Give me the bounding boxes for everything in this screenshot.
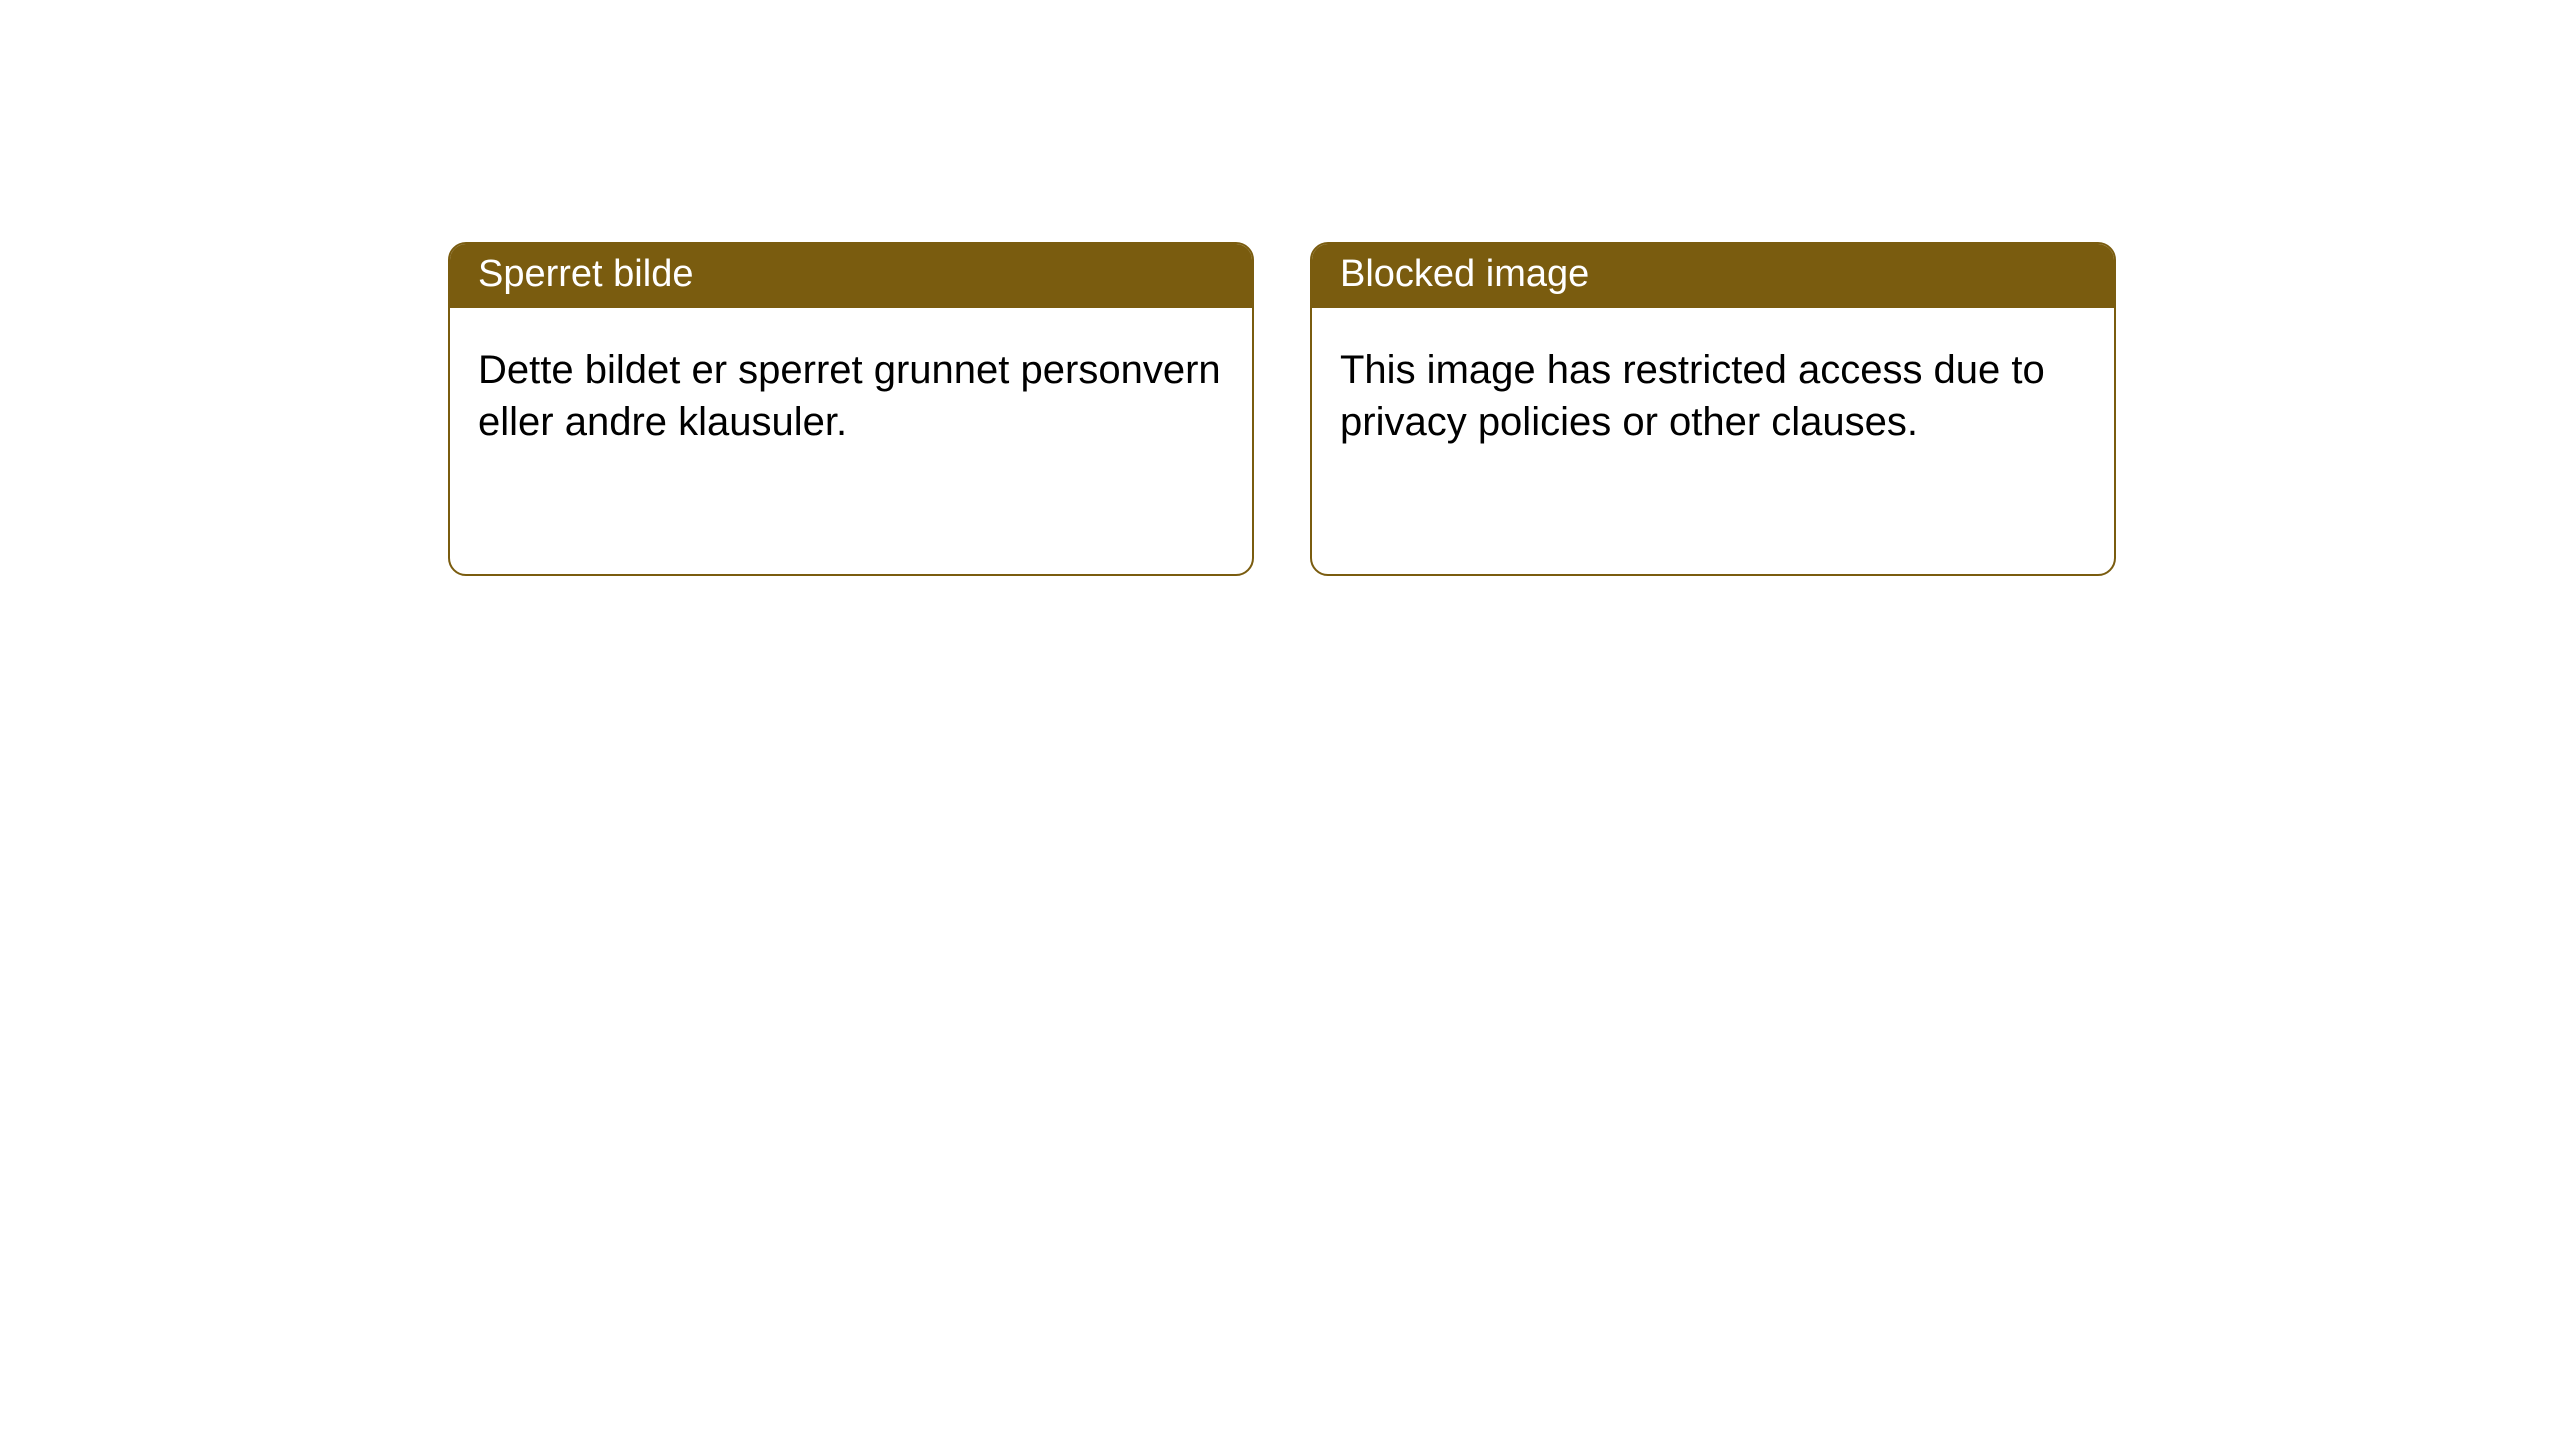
card-header: Blocked image	[1312, 244, 2114, 308]
card-body: This image has restricted access due to …	[1312, 308, 2114, 476]
card-body: Dette bildet er sperret grunnet personve…	[450, 308, 1252, 476]
card-title: Blocked image	[1340, 253, 1589, 295]
blocked-image-card-english: Blocked image This image has restricted …	[1310, 242, 2116, 576]
card-title: Sperret bilde	[478, 253, 693, 295]
blocked-image-card-norwegian: Sperret bilde Dette bildet er sperret gr…	[448, 242, 1254, 576]
card-body-text: Dette bildet er sperret grunnet personve…	[478, 348, 1221, 444]
card-header: Sperret bilde	[450, 244, 1252, 308]
cards-container: Sperret bilde Dette bildet er sperret gr…	[0, 0, 2560, 576]
card-body-text: This image has restricted access due to …	[1340, 348, 2045, 444]
